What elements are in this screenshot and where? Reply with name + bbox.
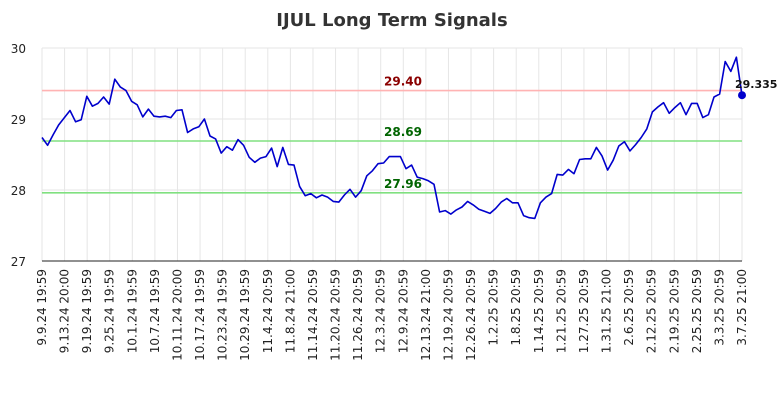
x-tick-label: 3.3.25 20:59 [712,269,726,346]
x-tick-label: 10.1.24 19:59 [125,269,139,353]
x-tick-label: 1.8.25 20:59 [509,269,523,346]
y-tick-label: 28 [11,184,26,198]
x-tick-label: 11.26.24 20:59 [351,269,365,361]
x-tick-label: 1.31.25 21:00 [600,269,614,353]
last-value-marker: 29.335 [735,78,777,100]
x-tick-label: 10.29.24 19:59 [238,269,252,361]
x-tick-label: 10.7.24 19:59 [148,269,162,353]
y-tick-labels: 27 28 29 30 [11,42,26,269]
last-value-dot [738,91,746,100]
signal-label: 28.69 [384,125,422,139]
series-layer [41,56,743,220]
x-tick-label: 9.13.24 20:00 [58,269,72,353]
x-tick-label: 12.19.24 20:59 [441,269,455,361]
x-tick-label: 12.13.24 21:00 [419,269,433,361]
x-tick-label: 2.12.25 20:59 [645,269,659,353]
x-tick-labels: 9.9.24 19:59 9.13.24 20:00 9.19.24 19:59 9.… [35,269,749,361]
y-tick-label: 29 [11,113,26,127]
x-tick-label: 11.14.24 20:59 [306,269,320,361]
x-tick-label: 1.21.25 20:59 [554,269,568,353]
grid [41,47,743,262]
x-tick-label: 1.2.25 20:59 [487,269,501,346]
signal-lines: 29.40 28.69 27.96 [42,75,742,194]
x-tick-label: 9.9.24 19:59 [35,269,49,346]
x-tick-label: 10.23.24 19:59 [216,269,230,361]
x-tick-label: 12.3.24 20:59 [374,269,388,353]
x-tick-label: 9.25.24 19:59 [103,269,117,353]
x-tick-label: 2.6.25 20:59 [622,269,636,346]
y-tick-label: 30 [11,42,26,56]
x-tick-label: 1.14.25 20:59 [532,269,546,353]
y-tick-label: 27 [11,255,26,269]
last-value-label: 29.335 [735,78,777,91]
x-tick-label: 3.7.25 21:00 [735,269,749,346]
x-tick-label: 12.9.24 20:59 [396,269,410,353]
x-tick-label: 11.4.24 20:59 [261,269,275,353]
x-tick-label: 2.25.25 20:59 [690,269,704,353]
x-tick-label: 11.8.24 21:00 [283,269,297,353]
x-tick-label: 10.11.24 20:00 [170,269,184,361]
x-tick-label: 1.27.25 20:59 [577,269,591,353]
x-tick-label: 2.19.25 20:59 [667,269,681,353]
series-line [41,56,743,220]
x-tick-label: 11.20.24 20:59 [329,269,343,361]
x-tick-label: 12.26.24 20:59 [464,269,478,361]
signal-label: 29.40 [384,75,422,89]
signal-label: 27.96 [384,177,422,191]
chart-title: IJUL Long Term Signals [276,10,507,31]
x-tick-label: 10.17.24 19:59 [193,269,207,361]
x-tick-label: 9.19.24 19:59 [80,269,94,353]
